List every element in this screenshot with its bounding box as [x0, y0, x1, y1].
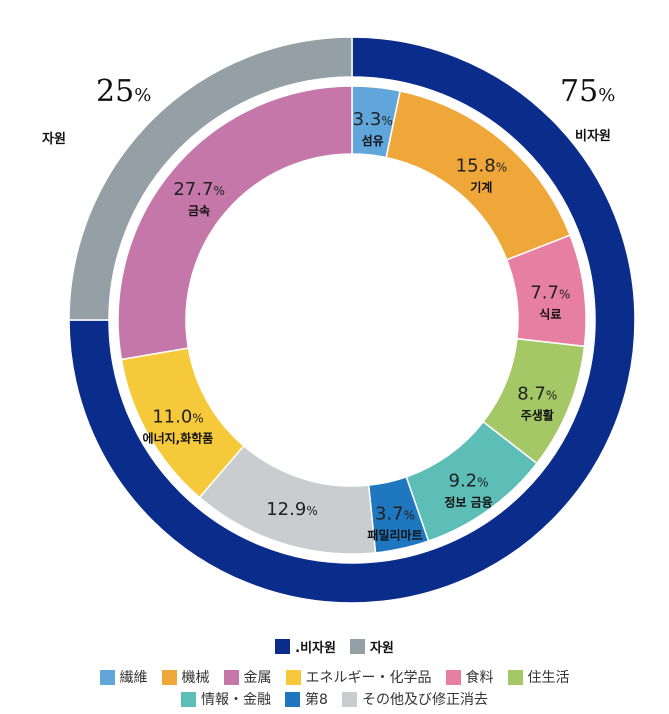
legend-inner-row2: 情報・金融 第8 その他及び修正消去: [0, 689, 669, 709]
slice-name: 식료: [539, 306, 561, 321]
outer-ring: [68, 36, 636, 604]
slice-name: 에너지,화학품: [143, 431, 214, 446]
legend-item: 第8: [285, 689, 328, 709]
legend-swatch: [349, 639, 365, 654]
legend-swatch: [275, 639, 291, 654]
legend-item: エネルギー・化学品: [285, 667, 432, 687]
legend-item: 金属: [223, 667, 272, 687]
slice-value: 27.7%: [173, 179, 224, 200]
slice-value: 11.0%: [152, 407, 203, 428]
resource-label: 자원: [42, 132, 66, 147]
legend-swatch: [285, 691, 301, 707]
legend-item: 자원: [349, 637, 394, 656]
legend-item: .비자원: [275, 637, 336, 656]
slice-value: 15.8%: [456, 156, 507, 177]
legend-swatch: [223, 669, 239, 685]
legend-item: 情報・金融: [181, 689, 271, 709]
slice-value: 3.7%: [375, 503, 415, 524]
outer-slice-1: [68, 36, 353, 321]
slice-value: 7.7%: [530, 282, 570, 303]
legend-label: 第8: [305, 692, 328, 708]
slice-name: 금속: [188, 204, 210, 218]
legend-swatch: [507, 669, 523, 685]
inner-slice-8: [117, 85, 353, 361]
resource-percent: 25%: [96, 74, 152, 109]
legend-item: 機械: [161, 667, 210, 687]
slice-name: 정보 금융: [444, 495, 492, 510]
legend-swatch: [181, 691, 197, 707]
legend-label: 機械: [181, 670, 210, 686]
legend-outer: .비자원 자원: [0, 637, 669, 656]
slice-value: 8.7%: [517, 383, 557, 404]
outer-slice-0: [68, 36, 636, 604]
slice-name: 기계: [470, 180, 492, 195]
inner-ring: [117, 85, 587, 555]
slice-name: 주생활: [521, 407, 554, 422]
non-resource-label: 비자원: [575, 129, 611, 144]
legend-swatch: [161, 669, 177, 685]
legend-item: 繊維: [99, 667, 148, 687]
non-resource-percent: 75%: [560, 74, 616, 109]
legend-label: 繊維: [119, 670, 148, 686]
legend-label: 자원: [369, 641, 394, 656]
slice-labels: 3.3% 섬유 15.8% 기계 7.7% 식료 8.7% 주생활 9.2% 정보 금융 3.7% 패…: [143, 109, 571, 542]
legend-inner-row1: 繊維 機械 金属 エネルギー・化学品 食料 住生活: [0, 667, 669, 687]
legend-label: 食料: [465, 670, 494, 686]
legend-label: 金属: [243, 670, 272, 686]
legend-label: エネルギー・化学品: [305, 670, 432, 686]
legend-item: 住生活: [507, 667, 570, 687]
slice-name: 패밀리마트: [367, 527, 422, 542]
slice-value: 9.2%: [449, 471, 489, 492]
legend-item: その他及び修正消去: [341, 689, 488, 709]
legend-swatch: [341, 691, 357, 707]
slice-value: 3.3%: [353, 109, 393, 130]
legend-swatch: [445, 669, 461, 685]
legend-swatch: [285, 669, 301, 685]
double-donut-chart: 3.3% 섬유 15.8% 기계 7.7% 식료 8.7% 주생활 9.2% 정보 금융 3.7% 패…: [68, 36, 636, 604]
legend-label: 住生活: [527, 670, 570, 686]
legend-swatch: [99, 669, 115, 685]
legend-label: 情報・金融: [201, 692, 272, 708]
slice-value: 12.9%: [266, 499, 317, 520]
legend-label: その他及び修正消去: [361, 692, 488, 708]
slice-name: 섬유: [362, 133, 384, 148]
legend-item: 食料: [445, 667, 494, 687]
legend-label: .비자원: [295, 641, 336, 656]
